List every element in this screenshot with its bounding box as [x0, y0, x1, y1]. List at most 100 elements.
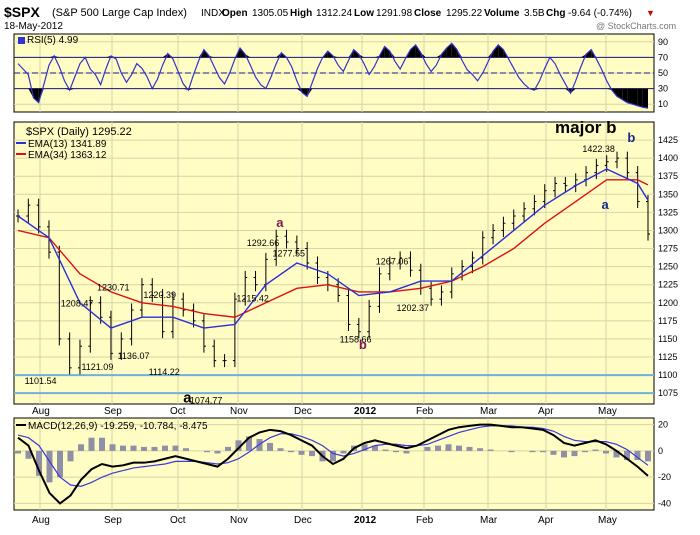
- price-annotation: 1292.66: [247, 238, 280, 248]
- price-annotation: 1136.07: [118, 351, 150, 361]
- x-tick-label-bottom: Aug: [32, 515, 50, 526]
- macd-histogram-bar: [204, 450, 210, 453]
- macd-histogram-bar: [340, 450, 347, 454]
- rsi-overbought-fill: [54, 55, 60, 58]
- chart-symbol: $SPX: [4, 4, 40, 20]
- x-tick-label-top: Nov: [230, 406, 248, 417]
- rsi-overbought-fill: [105, 55, 111, 58]
- chart-exchange: INDX: [201, 8, 225, 19]
- rsi-oversold-fill: [302, 88, 308, 97]
- price-annotation: 1208.47: [61, 299, 94, 309]
- x-tick-label-top: 2012: [354, 406, 377, 417]
- x-tick-label-bottom: Mar: [480, 515, 498, 526]
- open-value: 1305.05: [252, 8, 289, 19]
- rsi-oversold-fill: [188, 88, 194, 91]
- macd-histogram-bar: [57, 450, 63, 478]
- macd-histogram-bar: [109, 444, 116, 451]
- x-tick-label-bottom: Nov: [230, 515, 248, 526]
- rsi-y-tick-label: 30: [658, 84, 668, 94]
- x-tick-label-bottom: Apr: [538, 515, 554, 526]
- macd-histogram-bar: [246, 436, 252, 451]
- price-y-tick-label: 1275: [658, 244, 678, 254]
- series-layer: [14, 42, 654, 505]
- price-y-tick-label: 1425: [658, 135, 678, 145]
- watermark: @ StockCharts.com: [596, 21, 676, 31]
- rsi-overbought-fill: [374, 55, 380, 58]
- price-annotation: 1267.06: [376, 256, 409, 266]
- macd-histogram-bar: [466, 446, 473, 451]
- x-tick-label-bottom: Sep: [104, 515, 122, 526]
- macd-histogram-bar: [46, 450, 53, 483]
- price-y-tick-label: 1250: [658, 262, 678, 272]
- rsi-overbought-fill: [451, 43, 457, 58]
- macd-histogram-bar: [561, 450, 567, 458]
- high-value: 1312.24: [316, 8, 353, 19]
- rsi-line: [17, 42, 649, 109]
- macd-histogram-bar: [172, 445, 179, 451]
- rsi-y-tick-label: 70: [658, 52, 668, 62]
- macd-histogram-bar: [277, 448, 284, 451]
- x-tick-label-top: Dec: [294, 406, 312, 417]
- macd-histogram-bar: [162, 445, 168, 451]
- macd-histogram-bar: [15, 450, 21, 454]
- price-y-tick-label: 1150: [658, 334, 677, 344]
- rsi-y-tick-label: 50: [658, 68, 668, 78]
- macd-histogram-bar: [361, 444, 368, 451]
- price-annotation: 1202.37: [396, 303, 429, 313]
- x-tick-label-top: May: [598, 406, 617, 417]
- macd-histogram-bar: [183, 448, 189, 451]
- macd-title: MACD(12,26,9) -19.259, -10.784, -8.475: [28, 421, 208, 432]
- wave-label: a: [276, 215, 284, 230]
- rsi-title: RSI(5) 4.99: [27, 35, 79, 46]
- macd-histogram-bar: [456, 445, 462, 451]
- x-tick-label-top: Sep: [104, 406, 122, 417]
- label-layer: Aug Aug Sep Sep Oct Oct Nov Nov Dec Dec 2012 2012 Fe…: [25, 37, 678, 526]
- price-annotation: 1230.71: [97, 283, 130, 293]
- rsi-overbought-fill: [493, 44, 499, 58]
- macd-histogram-bar: [634, 450, 641, 461]
- macd-histogram-bar: [529, 450, 536, 453]
- low-label: Low: [354, 8, 374, 19]
- x-tick-label-bottom: 2012: [354, 515, 377, 526]
- quote-strip: Open 1305.05 High 1312.24 Low 1291.98 Cl…: [222, 8, 655, 19]
- macd-histogram-bar: [477, 448, 483, 451]
- price-annotation: 1277.55: [273, 249, 306, 259]
- macd-histogram-bar: [508, 450, 515, 453]
- macd-histogram-bar: [645, 450, 651, 462]
- rsi-overbought-fill: [410, 44, 416, 58]
- macd-histogram-bar: [151, 446, 158, 451]
- macd-histogram-bar: [393, 450, 399, 453]
- macd-histogram-bar: [130, 445, 137, 451]
- price-annotation: 1220.39: [143, 290, 176, 300]
- macd-histogram-bar: [571, 450, 578, 457]
- price-y-tick-label: 1350: [658, 189, 678, 199]
- macd-histogram-bar: [67, 450, 74, 462]
- ema34-legend-label: EMA(34) 1363.12: [28, 150, 107, 161]
- volume-value: 3.5B: [524, 8, 545, 19]
- macd-y-tick-label: -40: [658, 498, 671, 508]
- price-annotation: 1121.09: [81, 362, 113, 372]
- x-tick-label-bottom: Dec: [294, 515, 312, 526]
- macd-signal-line: [17, 425, 649, 487]
- x-tick-label-top: Feb: [416, 406, 434, 417]
- ema34-line: [17, 179, 649, 318]
- high-label: High: [290, 8, 312, 19]
- price-y-tick-label: 1225: [658, 280, 678, 290]
- rsi-oversold-fill: [622, 88, 628, 103]
- price-annotation: 1422.38: [582, 144, 615, 154]
- rsi-oversold-fill: [632, 88, 638, 106]
- macd-histogram-bar: [330, 450, 336, 462]
- macd-y-tick-label: 0: [658, 446, 663, 456]
- macd-histogram-bar: [592, 449, 599, 451]
- macd-histogram-bar: [298, 450, 305, 455]
- chart-date: 18-May-2012: [4, 21, 63, 32]
- x-tick-label-bottom: May: [598, 515, 617, 526]
- price-annotation: 1101.54: [25, 376, 57, 386]
- price-annotation: 1215.42: [236, 294, 269, 304]
- macd-histogram-bar: [214, 450, 221, 454]
- macd-histogram-bar: [78, 444, 84, 451]
- chg-label: Chg: [546, 8, 565, 19]
- rsi-y-tick-label: 90: [658, 37, 668, 47]
